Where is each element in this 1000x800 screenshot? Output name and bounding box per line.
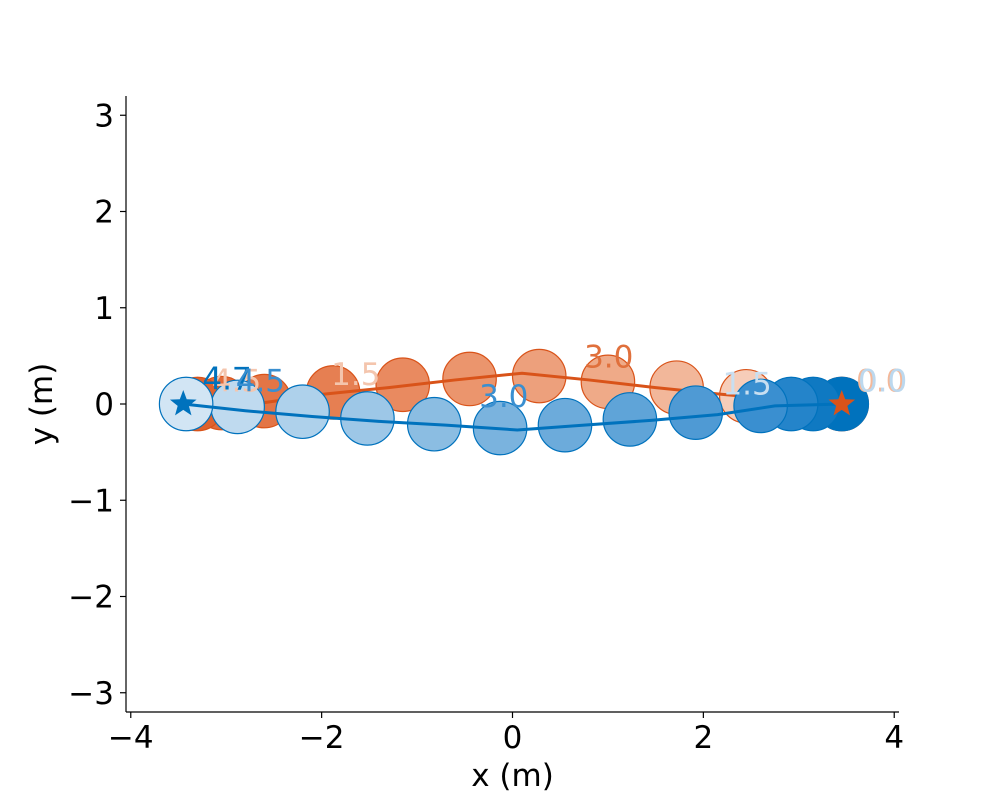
series-0-goal-star-icon xyxy=(828,390,856,416)
series-1-time-label: 0.0 xyxy=(858,363,907,399)
series-1-trajectory-line xyxy=(183,402,842,432)
series-1-agent-circle xyxy=(668,385,724,440)
y-tick-label: 2 xyxy=(94,195,114,231)
x-tick-label: 2 xyxy=(693,720,713,756)
series-1-time-label: 4.7 xyxy=(202,362,251,398)
series-1-goal-star-icon xyxy=(169,390,197,416)
series-1-time-label: 4.5 xyxy=(236,363,285,399)
axes: −4 −2 0 2 4 −3 −2 −1 0 1 2 3 xyxy=(68,96,904,756)
series-0-time-label: 1.5 xyxy=(331,357,380,393)
x-axis-label: x (m) xyxy=(471,758,554,794)
y-axis-label: y (m) xyxy=(24,363,60,446)
series-0-time-label: 3.0 xyxy=(584,339,633,375)
series-1-agent-circle xyxy=(275,384,330,440)
series-1-time-label: 3.0 xyxy=(479,379,528,415)
y-tick-label: 3 xyxy=(94,98,114,134)
series-0-time-label: 0.0 xyxy=(856,363,905,399)
y-tick-label: −3 xyxy=(68,676,114,712)
y-tick-label: 0 xyxy=(94,387,114,423)
series-1-time-label: 1.5 xyxy=(722,366,771,402)
y-tick-label: −1 xyxy=(68,483,114,519)
y-tick-label: 1 xyxy=(94,291,114,327)
series-0-time-label: 4.5 xyxy=(212,363,261,399)
x-tick-label: 0 xyxy=(503,720,523,756)
plot-area: 0.01.5 3.04.5 0.01.53.04.74.5 xyxy=(158,339,907,456)
y-tick-label: −2 xyxy=(68,580,114,616)
x-tick-label: −2 xyxy=(299,720,345,756)
x-tick-label: −4 xyxy=(108,720,154,756)
x-tick-label: 4 xyxy=(884,720,904,756)
